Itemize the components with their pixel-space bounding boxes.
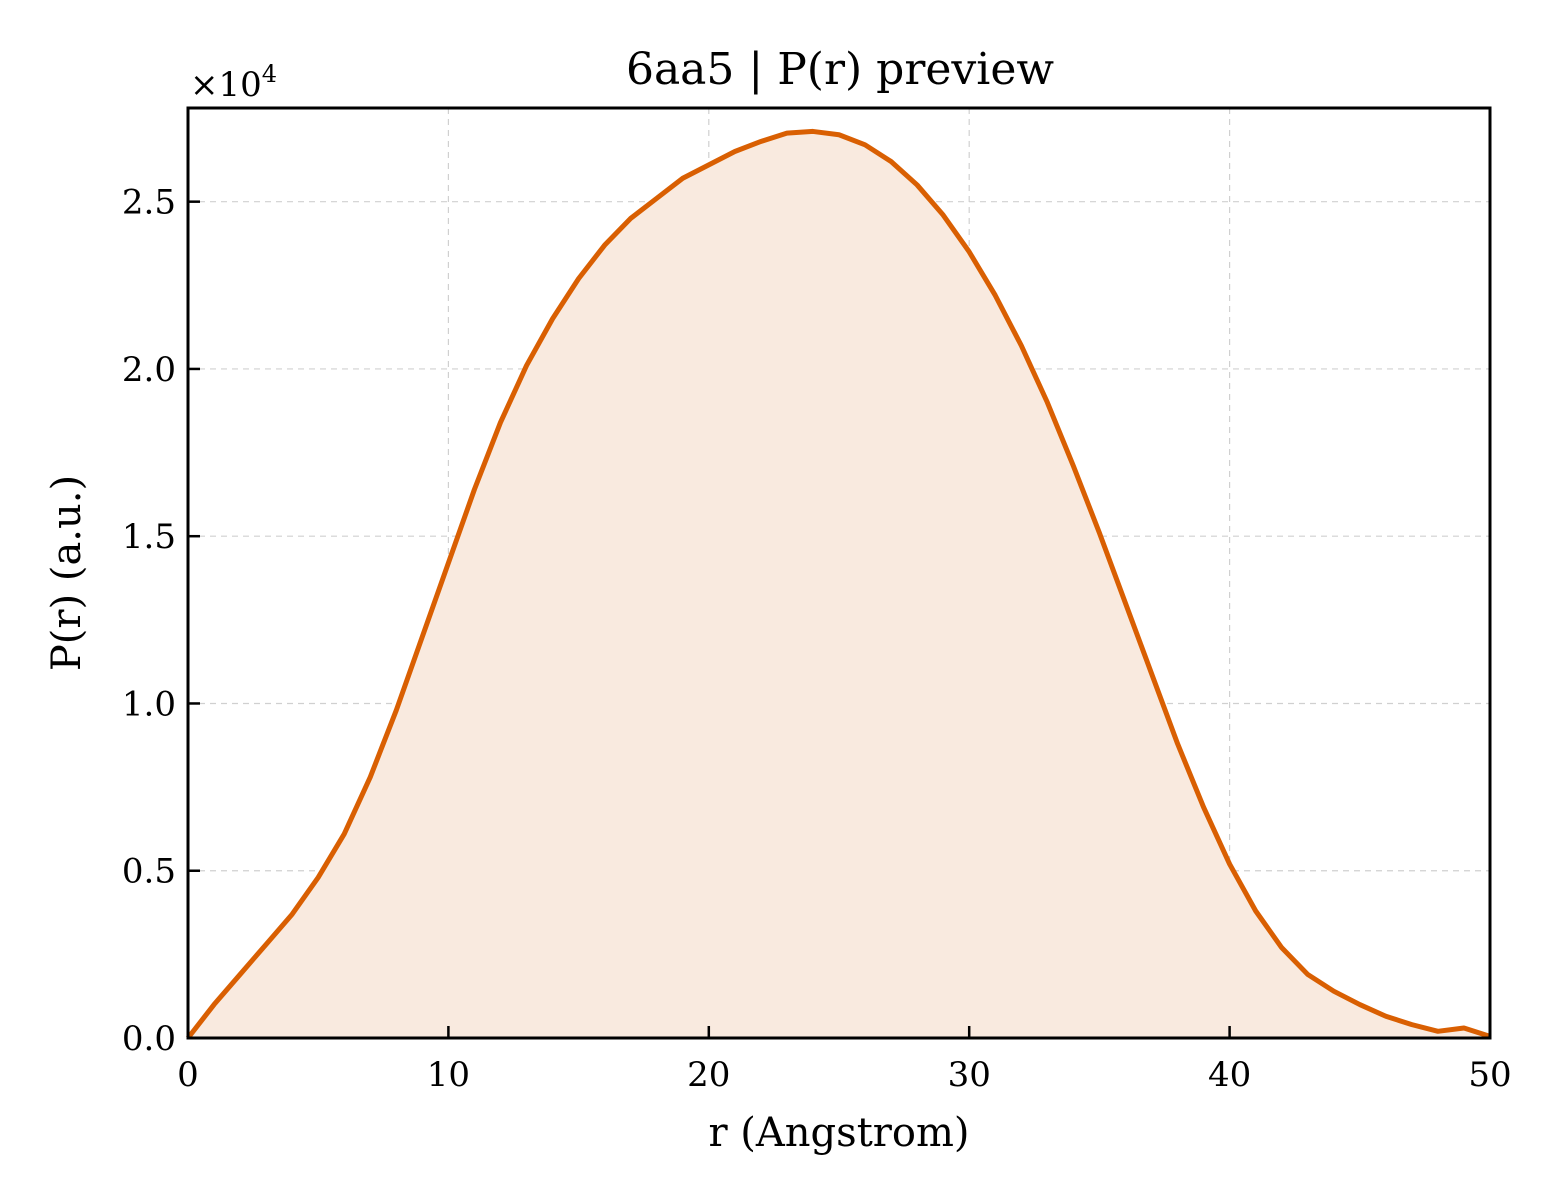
series-line bbox=[186, 128, 1491, 1040]
x-tick-label: 50 bbox=[1468, 1055, 1511, 1095]
x-tick-label: 0 bbox=[177, 1055, 199, 1095]
area-fill bbox=[188, 131, 1490, 1039]
y-tick-label: 0.5 bbox=[122, 852, 176, 892]
x-tick-label: 40 bbox=[1208, 1055, 1251, 1095]
y-axis-label: P(r) (a.u.) bbox=[44, 475, 90, 671]
x-tick-label: 10 bbox=[427, 1055, 470, 1095]
y-multiplier: ×104 bbox=[190, 60, 277, 105]
y-tick-label: 0.0 bbox=[122, 1019, 176, 1059]
y-tick-label: 1.5 bbox=[122, 517, 176, 557]
y-tick-label: 2.0 bbox=[122, 350, 176, 390]
y-axis: 0.0 0.5 1.0 1.5 2.0 2.5 bbox=[122, 183, 200, 1059]
x-tick-label: 30 bbox=[948, 1055, 991, 1095]
y-tick-label: 2.5 bbox=[122, 183, 176, 223]
chart-title: 6aa5 | P(r) preview bbox=[626, 44, 1054, 95]
x-axis-label: r (Angstrom) bbox=[708, 1110, 969, 1156]
x-axis: 0 10 20 30 40 50 bbox=[177, 1026, 1512, 1095]
y-tick-label: 1.0 bbox=[122, 684, 176, 724]
plot-frame bbox=[186, 106, 1492, 1040]
x-tick-label: 20 bbox=[687, 1055, 730, 1095]
